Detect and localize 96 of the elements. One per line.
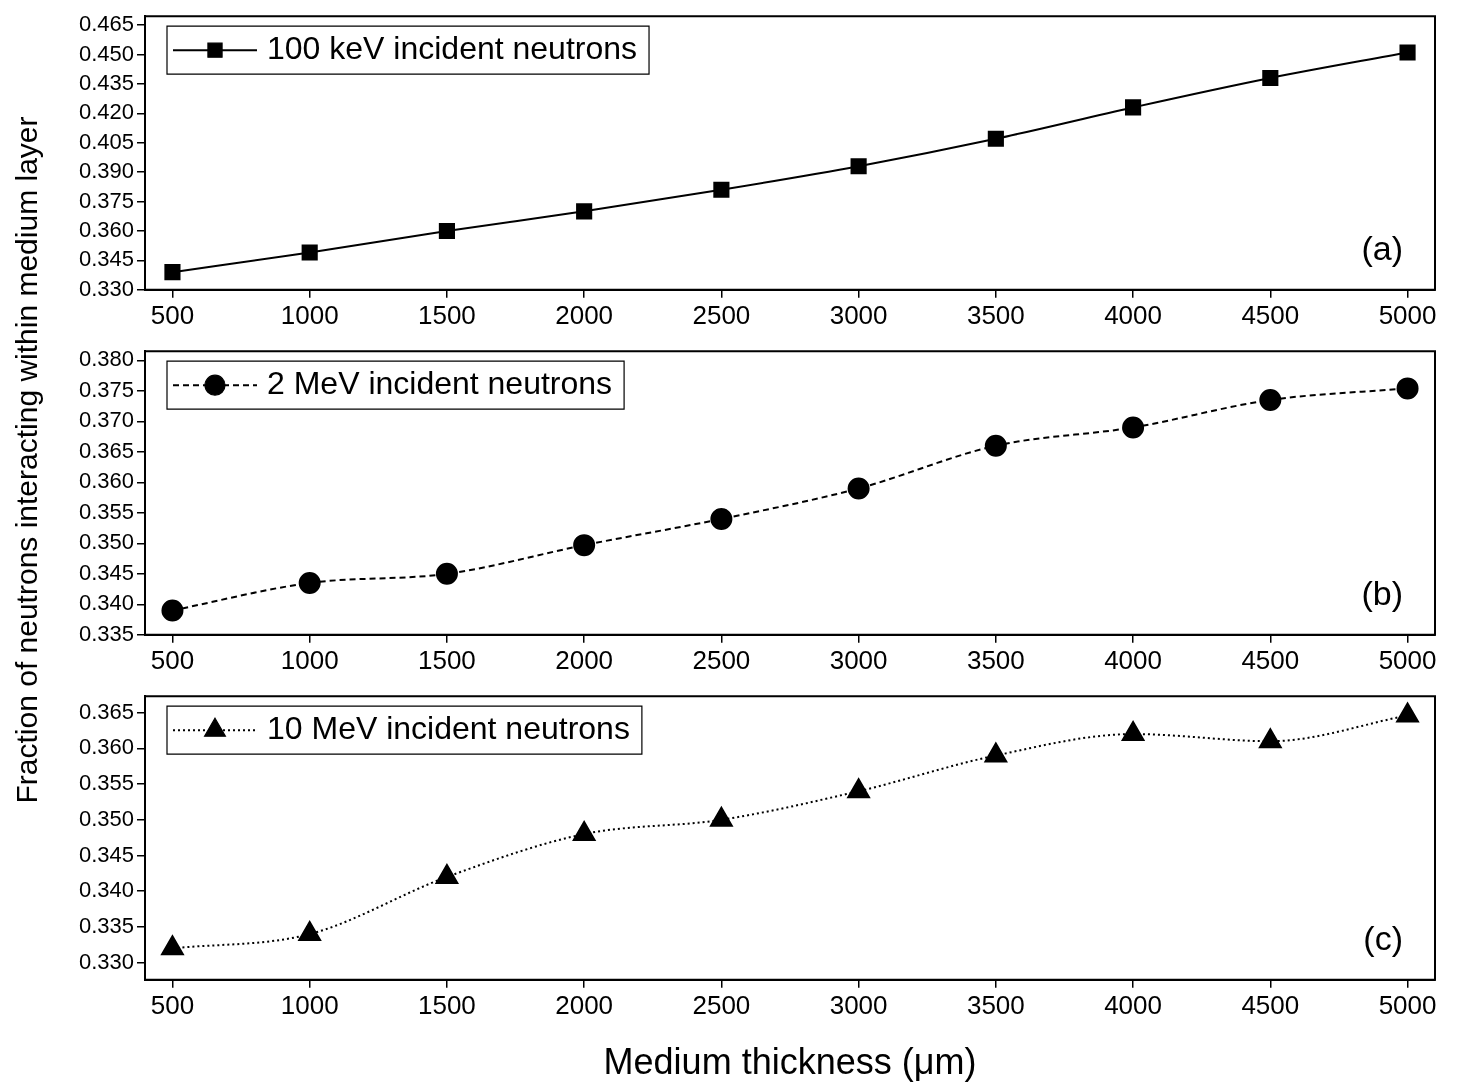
y-tick-label: 0.465: [78, 11, 134, 37]
point: [164, 264, 181, 281]
x-axis-title: Medium thickness (μm): [603, 1041, 977, 1083]
y-tick-label: 0.350: [78, 529, 134, 555]
y-tick-label: 0.375: [78, 376, 134, 402]
y-tick-label: 0.345: [78, 559, 134, 585]
point: [298, 571, 321, 594]
x-tick-label: 500: [150, 989, 195, 1020]
x-tick-label: 4500: [1241, 989, 1300, 1020]
x-tick-label: 5000: [1378, 989, 1437, 1020]
point: [298, 921, 322, 942]
x-tick-label: 2500: [692, 644, 751, 675]
point: [984, 434, 1007, 457]
x-tick-label: 500: [150, 299, 195, 330]
annotation: (c): [1363, 919, 1403, 958]
x-tick-label: 2500: [692, 299, 751, 330]
point: [1396, 377, 1419, 400]
point: [576, 203, 593, 220]
y-tick-label: 0.355: [78, 498, 134, 524]
y-tick-label: 0.340: [78, 877, 134, 903]
y-tick-label: 0.340: [78, 590, 134, 616]
x-tick-label: 3500: [966, 989, 1025, 1020]
point: [713, 181, 730, 198]
y-tick-label: 0.345: [78, 246, 134, 272]
point: [847, 778, 871, 799]
point: [1122, 416, 1145, 439]
annotation: (a): [1361, 229, 1403, 268]
y-tick-label: 0.345: [78, 841, 134, 867]
x-tick-label: 3000: [829, 644, 888, 675]
y-tick-label: 0.350: [78, 805, 134, 831]
y-tick-label: 0.420: [78, 99, 134, 125]
y-tick-label: 0.335: [78, 913, 134, 938]
y-tick-label: 0.330: [78, 948, 134, 974]
legend-label: 100 keV incident neutrons: [267, 30, 638, 67]
point: [161, 935, 184, 956]
point: [987, 130, 1004, 147]
y-tick-label: 0.365: [78, 698, 134, 724]
point: [435, 863, 459, 884]
point: [1399, 44, 1416, 61]
y-tick-label: 0.375: [78, 187, 134, 213]
y-tick-label: 0.330: [78, 275, 134, 301]
point: [1396, 702, 1419, 723]
x-tick-label: 3500: [966, 299, 1025, 330]
point: [847, 477, 870, 500]
y-tick-label: 0.360: [78, 468, 134, 494]
point: [161, 599, 184, 622]
x-tick-label: 5000: [1378, 299, 1437, 330]
x-tick-label: 3000: [829, 989, 888, 1020]
x-tick-label: 1000: [280, 989, 339, 1020]
point: [1121, 721, 1145, 742]
x-tick-label: 5000: [1378, 644, 1437, 675]
legend-label: 10 MeV incident neutrons: [267, 710, 630, 747]
point: [573, 534, 596, 557]
x-tick-label: 1500: [417, 644, 476, 675]
point: [850, 158, 867, 175]
y-tick-label: 0.335: [78, 620, 134, 646]
x-tick-label: 2000: [555, 989, 614, 1020]
x-tick-label: 2500: [692, 989, 751, 1020]
point: [984, 742, 1008, 763]
y-tick-label: 0.450: [78, 40, 134, 66]
y-tick-label: 0.365: [78, 437, 134, 463]
y-tick-label: 0.355: [78, 770, 134, 796]
x-tick-label: 3000: [829, 299, 888, 330]
x-tick-label: 4500: [1241, 644, 1300, 675]
x-tick-label: 500: [150, 644, 195, 675]
x-tick-label: 4000: [1104, 644, 1163, 675]
x-tick-label: 4000: [1104, 989, 1163, 1020]
y-tick-label: 0.390: [78, 158, 134, 184]
point: [301, 244, 318, 261]
x-tick-label: 1000: [280, 299, 339, 330]
y-tick-label: 0.360: [78, 217, 134, 243]
y-tick-label: 0.370: [78, 407, 134, 433]
point: [1258, 728, 1282, 749]
point: [709, 806, 733, 827]
y-tick-label: 0.360: [78, 734, 134, 760]
x-tick-label: 4500: [1241, 299, 1300, 330]
point: [438, 222, 455, 240]
x-tick-label: 2000: [555, 644, 614, 675]
y-tick-label: 0.435: [78, 69, 134, 95]
point: [572, 821, 596, 842]
y-tick-label: 0.405: [78, 128, 134, 154]
point: [1262, 69, 1279, 87]
point: [1125, 99, 1142, 116]
y-axis-title: Fraction of neutrons interacting within medium layer: [10, 116, 44, 804]
legend-label: 2 MeV incident neutrons: [267, 365, 613, 402]
x-tick-label: 1500: [417, 989, 476, 1020]
x-tick-label: 1500: [417, 299, 476, 330]
x-tick-label: 3500: [966, 644, 1025, 675]
point: [435, 562, 458, 585]
x-tick-label: 1000: [280, 644, 339, 675]
annotation: (b): [1361, 574, 1403, 613]
x-tick-label: 2000: [555, 299, 614, 330]
y-tick-label: 0.380: [78, 346, 134, 372]
point: [1259, 388, 1282, 411]
point: [710, 507, 733, 530]
x-tick-label: 4000: [1104, 299, 1163, 330]
